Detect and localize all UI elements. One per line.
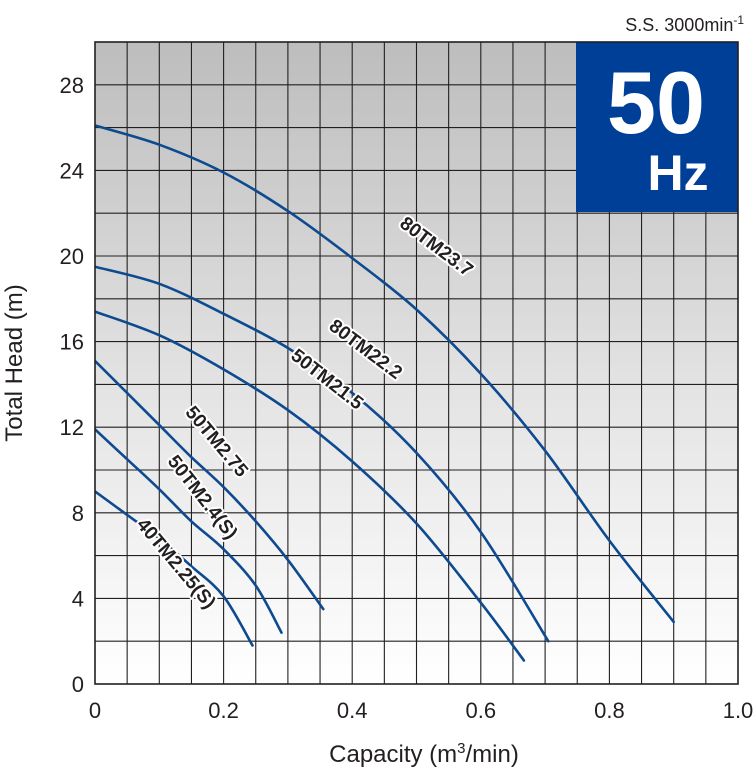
curve-50tm2-4-s xyxy=(95,428,283,634)
plot-frame xyxy=(94,41,739,685)
y-tick-label: 0 xyxy=(72,672,84,697)
curve-50tm21-5 xyxy=(95,310,526,662)
y-tick-label: 16 xyxy=(60,330,84,355)
y-axis-title: Total Head (m) xyxy=(1,284,28,441)
x-tick-label: 0.6 xyxy=(466,698,497,723)
y-tick-label: 20 xyxy=(60,244,84,269)
y-axis-ticks: 0 4 8 12 16 20 24 28 xyxy=(60,73,84,697)
x-axis-title-tail: /min) xyxy=(466,741,519,768)
speed-text: S.S. 3000min xyxy=(625,15,733,35)
y-tick-label: 24 xyxy=(60,158,84,183)
speed-label: S.S. 3000min-1 xyxy=(625,13,744,35)
y-tick-label: 8 xyxy=(72,501,84,526)
y-tick-label: 12 xyxy=(60,415,84,440)
curve-40tm2-25-s xyxy=(95,490,254,647)
speed-unit-exponent: -1 xyxy=(733,13,744,27)
curve-80tm22-2 xyxy=(95,265,550,643)
x-tick-label: 1.0 xyxy=(723,698,754,723)
frequency-value: 50 xyxy=(607,53,705,152)
x-axis-title-main: Capacity (m xyxy=(329,741,457,768)
curve-50tm2-75 xyxy=(95,359,325,611)
frequency-badge-box xyxy=(576,42,738,212)
x-axis-title-superscript: 3 xyxy=(457,740,465,757)
y-tick-label: 4 xyxy=(72,586,84,611)
series-curves xyxy=(95,124,675,662)
x-axis-ticks: 0 0.2 0.4 0.6 0.8 1.0 xyxy=(89,698,753,723)
x-tick-label: 0.8 xyxy=(594,698,625,723)
frequency-unit: Hz xyxy=(647,145,708,201)
x-axis-title: Capacity (m3/min) xyxy=(329,740,519,768)
x-tick-label: 0 xyxy=(89,698,101,723)
y-tick-label: 28 xyxy=(60,73,84,98)
grid xyxy=(95,42,738,684)
x-tick-label: 0.4 xyxy=(337,698,368,723)
x-tick-label: 0.2 xyxy=(208,698,239,723)
frequency-badge: 50 Hz xyxy=(576,42,738,212)
curve-80tm23-7 xyxy=(95,124,675,624)
